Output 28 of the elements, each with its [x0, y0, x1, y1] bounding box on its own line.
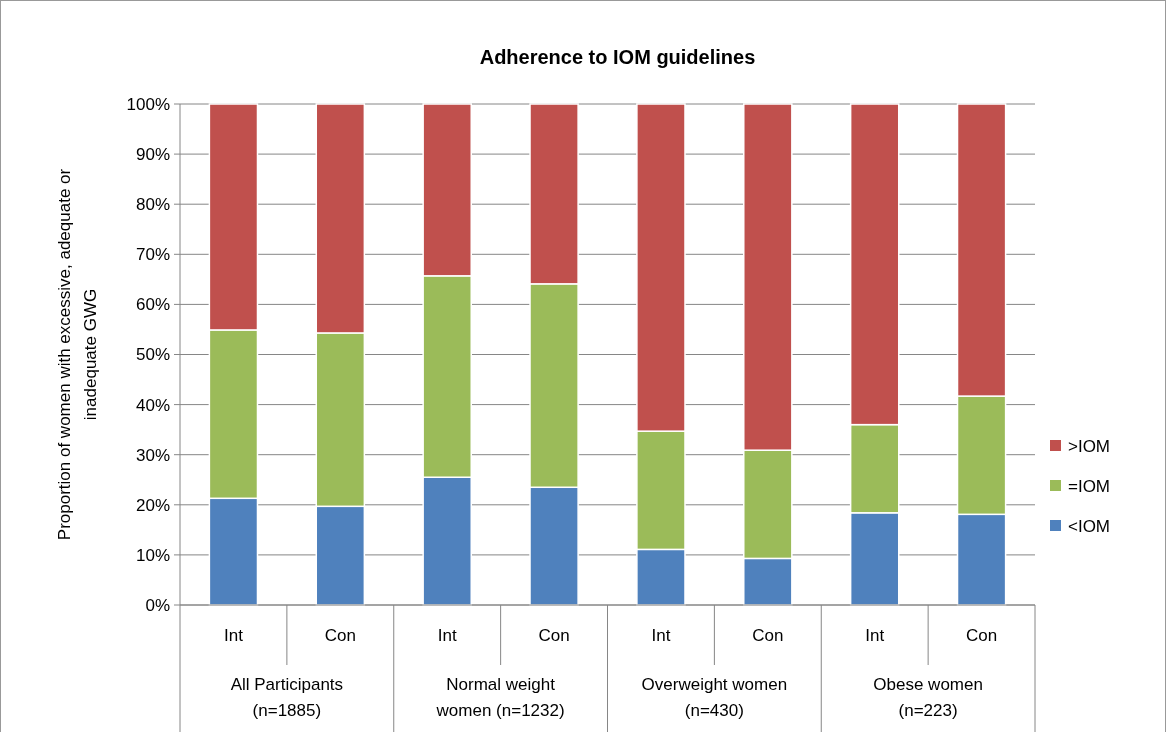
y-tick-label: 90% — [135, 145, 170, 165]
text: Overweight women (n=430) — [641, 675, 788, 720]
chart-title: Adherence to IOM guidelines — [479, 46, 756, 68]
y-tick-label: 0% — [145, 595, 170, 615]
y-tick-label: 30% — [135, 445, 170, 465]
y-tick-label: 80% — [135, 195, 170, 215]
text: Obese women (n=223) — [873, 675, 983, 720]
x-tick-label: Con — [538, 625, 570, 645]
x-tick-label: Int — [865, 625, 885, 645]
x-tick-label: Int — [223, 625, 244, 645]
legend-label: >IOM — [1068, 436, 1111, 456]
y-tick-label: 50% — [135, 345, 170, 365]
text: Normal weight women (n=1232) — [435, 675, 565, 720]
y-tick-label: 10% — [135, 545, 170, 565]
y-axis-title: Proportion of women with excessive, adequate or inadequate GWG — [55, 168, 100, 541]
x-tick-label: Int — [437, 625, 457, 645]
text: All Participants (n=1885) — [230, 675, 344, 720]
y-tick-label: 60% — [135, 295, 170, 315]
y-tick-label: 40% — [135, 395, 170, 415]
x-tick-label: Con — [752, 625, 784, 645]
legend-label: <IOM — [1068, 516, 1111, 536]
y-tick-label: 100% — [126, 94, 170, 114]
y-tick-label: 20% — [135, 495, 170, 515]
x-tick-label: Con — [324, 625, 356, 645]
y-tick-label: 70% — [135, 245, 170, 265]
x-tick-label: Con — [965, 625, 998, 645]
x-tick-label: Int — [651, 625, 671, 645]
legend-label: =IOM — [1068, 476, 1111, 496]
